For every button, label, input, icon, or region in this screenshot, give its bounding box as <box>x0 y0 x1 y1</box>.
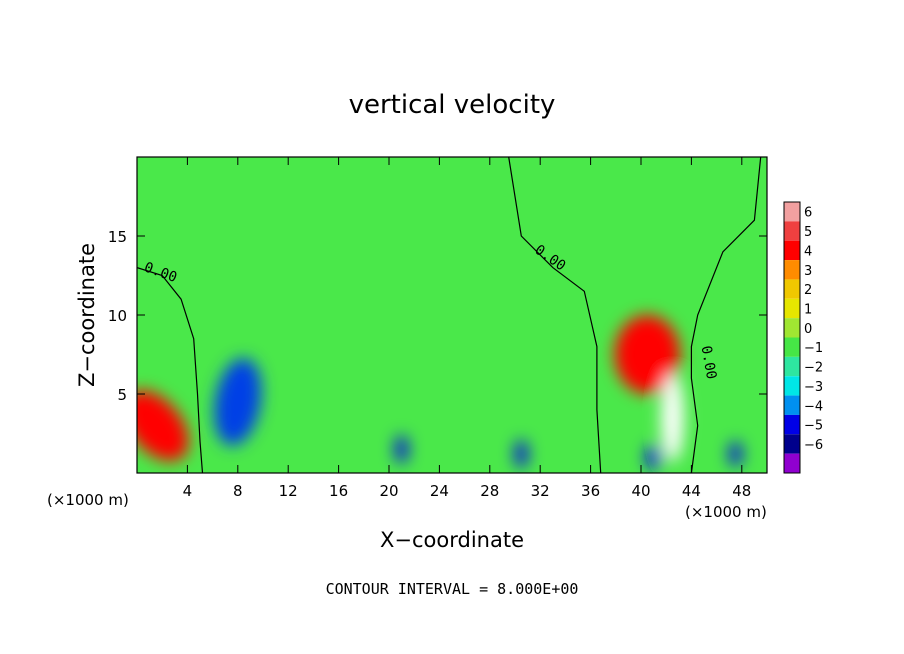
colorbar-label: −1 <box>804 341 823 356</box>
colorbar-swatch <box>784 395 800 415</box>
velocity-feature-1 <box>214 358 262 446</box>
colorbar-swatch <box>784 414 800 435</box>
velocity-feature-3 <box>661 373 684 462</box>
colorbar-label: 4 <box>804 244 812 259</box>
plot-area: 0.00 0.000.00 <box>137 157 767 473</box>
x-tick-label: 12 <box>279 482 298 500</box>
colorbar-swatch <box>784 453 800 473</box>
x-tick-label: 16 <box>329 482 348 500</box>
x-tick-label: 44 <box>682 482 701 500</box>
x-tick-label: 32 <box>531 482 550 500</box>
colorbar-label: 3 <box>804 264 812 279</box>
velocity-feature-6 <box>646 444 662 470</box>
colorbar-label: 5 <box>804 225 812 240</box>
velocity-feature-4 <box>515 439 528 469</box>
colorbar-swatch <box>784 240 800 261</box>
colorbar-label: −4 <box>804 399 823 414</box>
colorbar-swatch <box>784 376 800 396</box>
zero-contour-2 <box>690 157 762 473</box>
x-tick-label: 48 <box>732 482 751 500</box>
colorbar-swatch <box>784 356 800 377</box>
x-tick-label: 20 <box>379 482 398 500</box>
contour-label: 0.00 <box>698 345 720 381</box>
colorbar-swatch <box>784 202 800 222</box>
colorbar-swatch <box>784 221 800 241</box>
y-tick-label: 10 <box>108 307 127 325</box>
colorbar-swatch <box>784 298 800 319</box>
velocity-feature-7 <box>729 441 742 467</box>
colorbar-label: −5 <box>804 419 823 434</box>
colorbar-swatch <box>784 318 800 338</box>
x-tick-label: 28 <box>480 482 499 500</box>
velocity-feature-2 <box>614 315 681 394</box>
x-tick-label: 40 <box>631 482 650 500</box>
velocity-feature-5 <box>395 435 408 464</box>
colorbar-label: −3 <box>804 380 823 395</box>
colorbar-label: 6 <box>804 206 812 221</box>
chart-title: vertical velocity <box>349 90 556 120</box>
zero-contour-0 <box>137 267 204 473</box>
colorbar-label: −6 <box>804 438 823 453</box>
x-tick-label: 4 <box>183 482 193 500</box>
colorbar-swatch <box>784 337 800 357</box>
contour-interval-note: CONTOUR INTERVAL = 8.000E+00 <box>326 580 579 598</box>
x-tick-label: 8 <box>233 482 243 500</box>
colorbar-label: 1 <box>804 302 812 317</box>
colorbar-swatch <box>784 260 800 280</box>
colorbar-frame <box>783 201 801 474</box>
colorbar: 6 5 4 3 2 1 0 −1 −2 −3 −4 −5 −6 <box>783 201 823 474</box>
colorbar-label: −2 <box>804 361 823 376</box>
x-axis-label: X−coordinate <box>380 528 524 552</box>
colorbar-swatch <box>784 279 800 299</box>
x-tick-label: 36 <box>581 482 600 500</box>
y-axis: 5 10 15 <box>108 228 767 404</box>
x-unit-left: (×1000 m) <box>47 491 129 509</box>
y-tick-label: 5 <box>117 386 127 404</box>
y-axis-label: Z−coordinate <box>75 243 99 387</box>
colorbar-label: 0 <box>804 322 812 337</box>
y-tick-label: 15 <box>108 228 127 246</box>
x-unit-right: (×1000 m) <box>685 503 767 521</box>
x-axis: 4 8 12 16 20 24 28 32 36 40 44 48 <box>183 157 751 500</box>
x-tick-label: 24 <box>430 482 449 500</box>
zero-contour-1 <box>508 157 602 473</box>
colorbar-label: 2 <box>804 283 812 298</box>
colorbar-swatch <box>784 434 800 454</box>
velocity-feature-0 <box>137 390 189 461</box>
